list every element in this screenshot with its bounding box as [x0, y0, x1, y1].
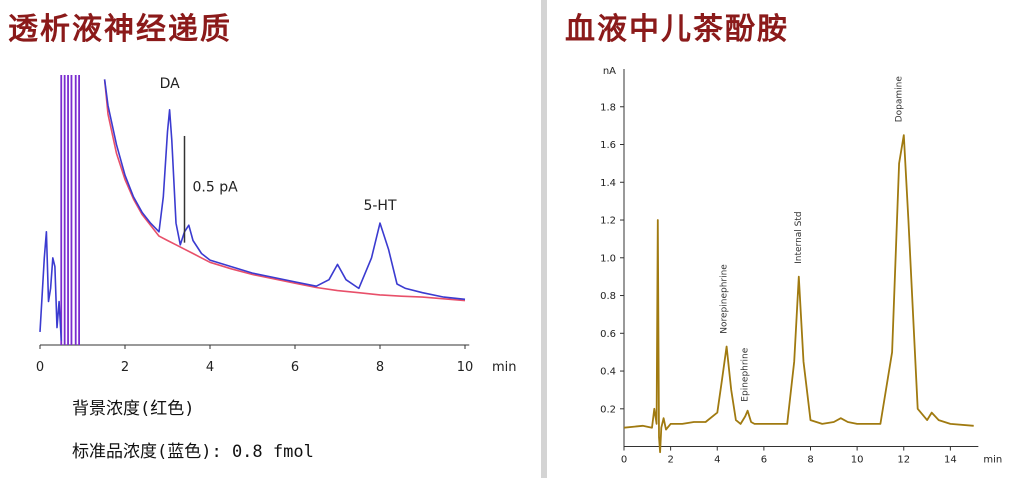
x-tick-label: 14 — [944, 455, 957, 466]
background-trace — [103, 79, 466, 302]
y-tick-label: 1.6 — [600, 140, 616, 151]
x-tick-label: 8 — [807, 455, 813, 466]
x-tick-label: 2 — [121, 360, 129, 375]
left-panel: 透析液神经递质 0 2 4 6 8 10 min 0.5 pA DA 5-HT 背景浓度(红色) … — [8, 12, 517, 462]
peak-label: DA — [160, 76, 181, 92]
standard-trace — [39, 231, 63, 341]
scale-bar-label: 0.5 pA — [193, 179, 239, 195]
background-caption: 背景浓度(红色) — [72, 399, 195, 419]
x-tick-label: 0 — [36, 360, 44, 375]
x-tick-label: 8 — [376, 360, 384, 375]
panel-divider — [541, 0, 547, 478]
x-tick-label: 6 — [761, 455, 767, 466]
right-panel-title: 血液中儿茶酚胺 — [565, 12, 789, 47]
chromatogram-trace — [623, 134, 974, 454]
peak-label: Internal Std — [794, 211, 804, 264]
y-tick-label: 1.4 — [600, 178, 616, 189]
peak-label: Norepinephrine — [720, 264, 730, 334]
x-tick-label: 2 — [667, 455, 673, 466]
x-tick-label: 4 — [206, 360, 214, 375]
x-tick-label: 0 — [621, 455, 627, 466]
standard-trace — [103, 79, 466, 301]
x-axis-label: min — [492, 360, 517, 375]
y-tick-label: 0.8 — [600, 291, 616, 302]
peak-label: Dopamine — [894, 76, 904, 123]
y-tick-label: 1.2 — [600, 216, 616, 227]
x-tick-label: 6 — [291, 360, 299, 375]
y-tick-label: 0.6 — [600, 329, 616, 340]
x-tick-label: 12 — [897, 455, 910, 466]
y-tick-label: 0.4 — [600, 367, 616, 378]
dialysate-chromatogram: 0 2 4 6 8 10 min 0.5 pA DA 5-HT — [36, 75, 517, 375]
standard-caption: 标准品浓度(蓝色): 0.8 fmol — [72, 442, 314, 462]
x-tick-label: 4 — [714, 455, 720, 466]
y-tick-label: 0.2 — [600, 404, 616, 415]
x-tick-label: 10 — [851, 455, 864, 466]
left-panel-title: 透析液神经递质 — [8, 12, 232, 47]
y-tick-label: 1.0 — [600, 253, 616, 264]
y-tick-label: 1.8 — [600, 102, 616, 113]
right-panel: 血液中儿茶酚胺 nA 0.2 0.4 0.6 0.8 1.0 1.2 1.4 1.6 1.8 0 2 4… — [547, 0, 1017, 478]
y-axis-label: nA — [603, 66, 616, 77]
x-tick-label: 10 — [457, 360, 474, 375]
x-axis-label: min — [983, 455, 1002, 466]
peak-label: Epinephrine — [741, 347, 751, 401]
peak-label: 5-HT — [363, 198, 396, 214]
blood-catecholamine-chromatogram: nA 0.2 0.4 0.6 0.8 1.0 1.2 1.4 1.6 1.8 0 2 4 6 8 10 12 14… — [600, 66, 1002, 466]
